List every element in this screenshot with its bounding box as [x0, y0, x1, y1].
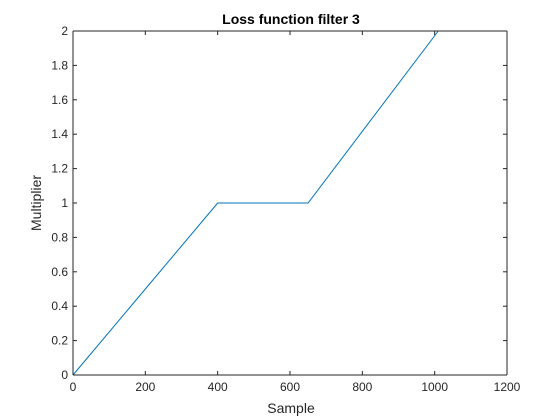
y-tick-label: 1.4 [51, 127, 68, 141]
y-tick-label: 1.8 [51, 58, 68, 72]
series-line-0 [72, 30, 439, 376]
x-tick-label: 600 [280, 380, 300, 394]
x-tick-label: 200 [135, 380, 155, 394]
y-tick-label: 2 [61, 24, 68, 38]
y-tick-label: 0.6 [51, 265, 68, 279]
y-tick-label: 1.2 [51, 162, 68, 176]
y-tick-label: 1 [61, 196, 68, 210]
x-tick-label: 1200 [494, 380, 521, 394]
plot-area: 0 200 400 600 800 1000 1200 0 0.2 0.4 0.6 0.8 1 1.2 1.… [51, 24, 520, 394]
x-tick-label: 1000 [421, 380, 448, 394]
y-axis-title: Multiplier [28, 175, 44, 231]
y-tick-label: 0.8 [51, 230, 68, 244]
y-tick-label: 0 [61, 368, 68, 382]
x-tick-label: 400 [208, 380, 228, 394]
y-tick-label: 0.4 [51, 299, 68, 313]
x-tick-label: 0 [70, 380, 77, 394]
x-axis-title: Sample [267, 400, 315, 416]
chart-title: Loss function filter 3 [222, 11, 360, 27]
y-tick-label: 0.2 [51, 334, 68, 348]
x-tick-label: 800 [352, 380, 372, 394]
y-tick-label: 1.6 [51, 93, 68, 107]
